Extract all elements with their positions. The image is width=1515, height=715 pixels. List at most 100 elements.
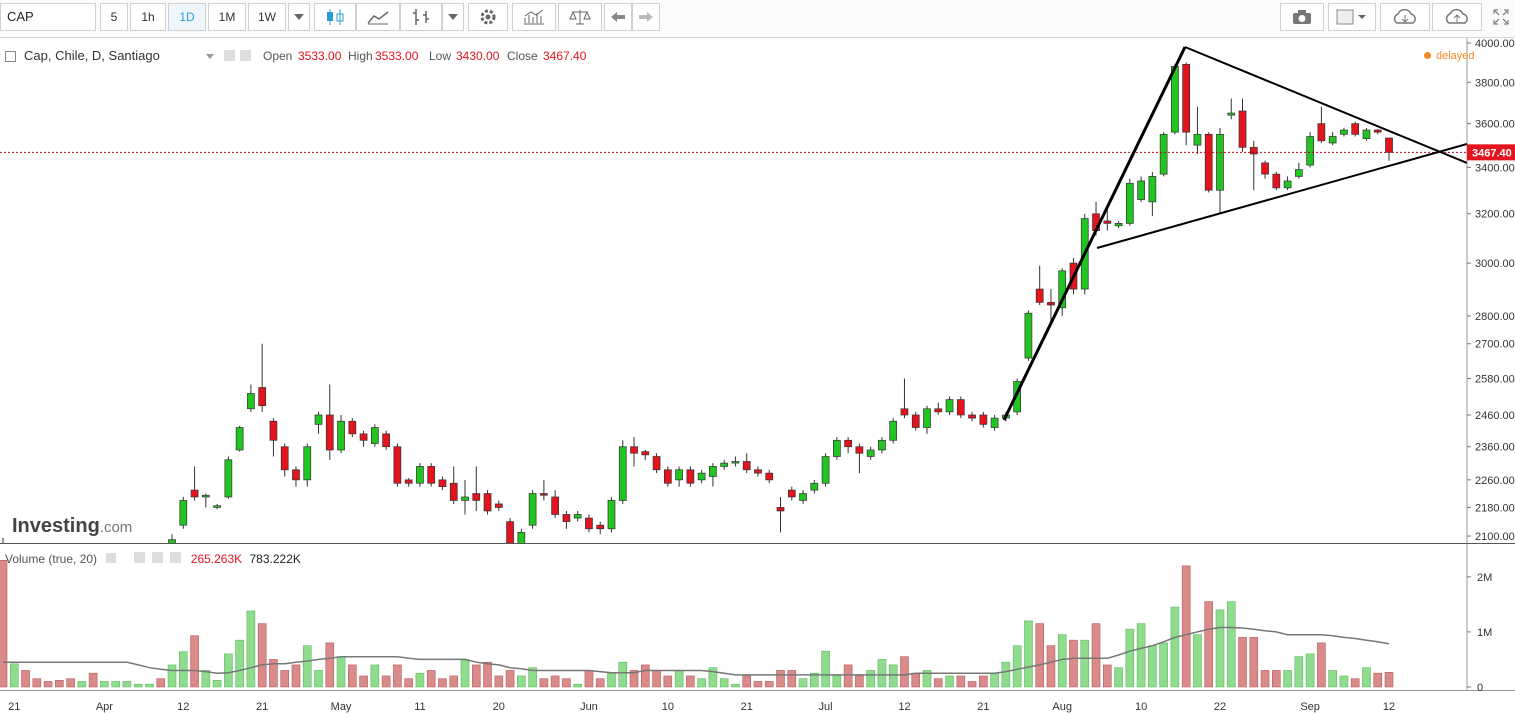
x-tick-label: 21 (8, 701, 20, 713)
volume-bar (990, 672, 999, 688)
legend-icon[interactable] (170, 552, 182, 563)
legend-icon[interactable] (152, 552, 164, 563)
interval-button[interactable]: 5 (100, 3, 128, 31)
settings-button[interactable] (468, 3, 508, 31)
volume-bar (1035, 623, 1044, 688)
candle-body (551, 496, 559, 515)
volume-bar (32, 678, 42, 688)
load-cloud-button[interactable] (1432, 3, 1482, 31)
indicators-button[interactable] (512, 3, 556, 31)
triangle-lower-line[interactable] (1096, 143, 1467, 249)
volume-bar (652, 670, 661, 688)
area-icon (367, 11, 389, 25)
candle-body (1148, 176, 1157, 203)
gear-icon (480, 9, 496, 25)
interval-button[interactable]: 1D (168, 3, 206, 31)
volume-pane (0, 560, 1394, 688)
legend-icon[interactable] (224, 50, 235, 61)
candle-type-button[interactable] (314, 3, 356, 31)
volume-bar (21, 670, 30, 688)
open-label: Open (263, 49, 293, 63)
volume-bar (1373, 672, 1383, 688)
interval-dropdown[interactable] (288, 3, 310, 31)
cloud-down-icon (1393, 8, 1416, 24)
volume-bar (1384, 672, 1394, 688)
candle-body (303, 446, 312, 481)
candle-body (990, 417, 999, 428)
candle-body (1351, 123, 1360, 135)
volume-bar (133, 683, 143, 688)
candle-body (393, 446, 402, 484)
candle-body (382, 433, 390, 448)
legend-caret[interactable] (206, 54, 214, 59)
candle-body (1125, 182, 1134, 224)
drawings (1002, 46, 1467, 421)
volume-bar (111, 681, 120, 688)
legend-caret[interactable] (106, 553, 117, 563)
legend-icon[interactable] (240, 50, 251, 61)
volume-bar (843, 664, 853, 688)
volume-bar (66, 678, 75, 688)
low-label: Low (429, 49, 452, 63)
candle-body (630, 446, 638, 454)
x-tick-label: Aug (1052, 701, 1072, 713)
candle-body (337, 420, 345, 451)
candle-body (945, 399, 954, 413)
compare-button[interactable] (558, 3, 602, 31)
candle-body (438, 479, 447, 488)
candle-body (709, 466, 717, 477)
save-cloud-button[interactable] (1380, 3, 1430, 31)
redo-button[interactable] (632, 3, 660, 31)
fullscreen-button[interactable] (1486, 3, 1515, 31)
bar-icon (413, 9, 429, 25)
volume-bar (55, 680, 64, 688)
legend-icon[interactable] (133, 552, 145, 563)
candle-body (483, 493, 492, 512)
interval-button[interactable]: 1h (130, 3, 166, 31)
volume-bar (348, 664, 357, 688)
undo-button[interactable] (604, 3, 632, 31)
symbol-input[interactable]: CAP (0, 3, 96, 31)
trend-line[interactable] (1002, 46, 1187, 421)
collapse-icon[interactable] (5, 51, 16, 62)
candle-body (641, 451, 650, 456)
volume-bar (922, 670, 932, 688)
candle-body (754, 469, 762, 474)
volume-bar (810, 672, 819, 688)
volume-bar (1125, 628, 1135, 688)
candle-body (878, 439, 886, 451)
interval-button[interactable]: 1M (208, 3, 246, 31)
volume-bar (449, 675, 459, 688)
x-tick-label: Apr (96, 701, 113, 713)
volume-bar (550, 675, 560, 688)
volume-bar (257, 623, 267, 688)
volume-bar (415, 672, 425, 688)
volume-bar (1001, 661, 1011, 688)
candle-body (224, 459, 233, 498)
volume-bar (269, 659, 278, 688)
candle-body (247, 393, 255, 410)
volume-bar (753, 681, 763, 688)
bar-type-button[interactable] (400, 3, 442, 31)
y-tick-label: 2260.00 (1475, 475, 1515, 487)
area-type-button[interactable] (356, 3, 400, 31)
volume-bar (562, 678, 571, 688)
snapshot-button[interactable] (1280, 3, 1324, 31)
volume-bar (686, 675, 695, 688)
volume-bar (607, 672, 616, 688)
volume-bar (595, 678, 605, 688)
color-button[interactable] (1328, 3, 1376, 31)
candle-body (968, 414, 976, 419)
color-icon (1336, 9, 1366, 25)
candle-body (1328, 136, 1337, 144)
volume-bar (302, 645, 312, 688)
type-dropdown[interactable] (442, 3, 464, 31)
candle-body (1114, 223, 1123, 227)
scale-icon (569, 10, 591, 25)
volume-bar (1350, 678, 1360, 688)
volume-title: Volume (true, 20) (5, 552, 98, 566)
y-tick-label: 3800.00 (1475, 77, 1515, 89)
triangle-upper-line[interactable] (1184, 46, 1467, 164)
interval-button[interactable]: 1W (248, 3, 286, 31)
candle-body (787, 489, 796, 498)
